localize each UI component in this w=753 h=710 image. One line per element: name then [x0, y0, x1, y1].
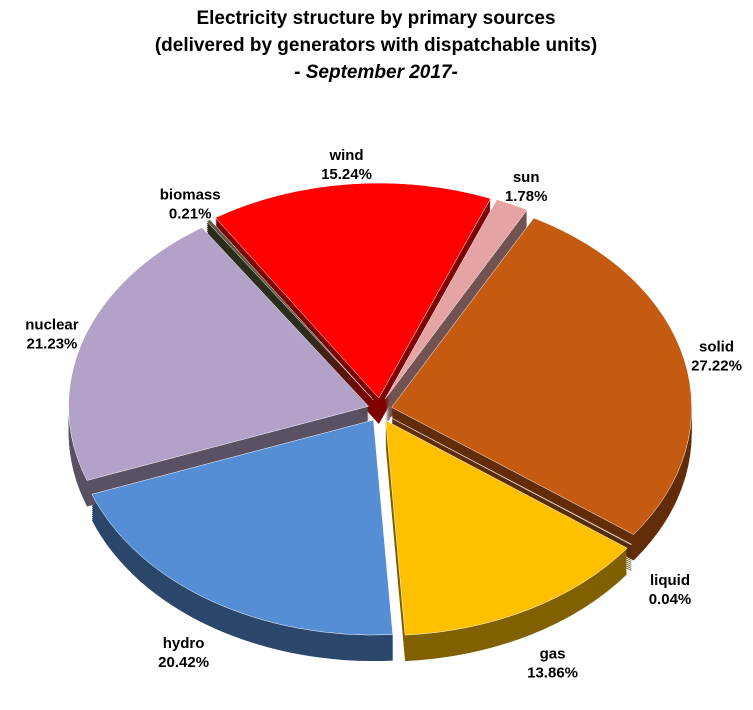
slice — [206, 219, 374, 401]
slice — [385, 420, 628, 636]
slice-label-value: 21.23% — [27, 335, 78, 352]
slice-side — [206, 229, 374, 410]
slice-side — [389, 421, 632, 549]
slice-side — [389, 419, 632, 547]
slice-label-name: gas — [540, 645, 566, 662]
slice-label-value: 0.21% — [169, 206, 212, 223]
slice — [391, 217, 692, 535]
pie-slices — [68, 182, 692, 636]
slice — [68, 227, 370, 481]
chart-subtitle: (delivered by generators with dispatchab… — [155, 35, 597, 56]
slice-label-name: hydro — [163, 635, 205, 652]
slice — [384, 199, 528, 400]
chart-date: - September 2017- — [294, 62, 458, 83]
slice-label-name: sun — [513, 169, 540, 186]
slice-side — [206, 223, 374, 404]
labels: wind 15.24% sun 1.78% solid 27.22% liquid 0.04%… — [25, 147, 742, 682]
slice-label-value: 0.04% — [649, 591, 692, 608]
slice-side — [206, 227, 374, 408]
slice — [215, 182, 491, 399]
slice — [91, 419, 394, 636]
slice-label-name: liquid — [650, 572, 690, 589]
slice-label-value: 27.22% — [691, 358, 742, 375]
slice-side — [206, 225, 374, 406]
slice — [389, 416, 632, 546]
slice-label-value: 1.78% — [505, 188, 548, 205]
slice-label-value: 15.24% — [321, 166, 372, 183]
slice-label-value: 13.86% — [527, 664, 578, 681]
slice-label-name: wind — [328, 147, 363, 164]
slice-side — [206, 221, 374, 402]
slice-label-name: solid — [699, 339, 734, 356]
slice-label-name: nuclear — [25, 316, 79, 333]
slice-label-value: 20.42% — [158, 654, 209, 671]
chart-title: Electricity structure by primary sources — [196, 8, 555, 29]
slice-label-name: biomass — [160, 187, 221, 204]
